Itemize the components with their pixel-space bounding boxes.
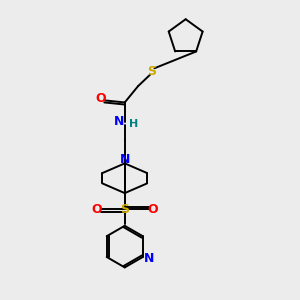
Text: N: N	[119, 153, 130, 166]
Text: H: H	[129, 119, 138, 129]
Text: S: S	[147, 65, 156, 78]
Text: O: O	[91, 203, 102, 216]
Text: S: S	[120, 203, 129, 216]
Text: O: O	[148, 203, 158, 216]
Text: N: N	[143, 252, 154, 265]
Text: N: N	[114, 115, 124, 128]
Text: O: O	[96, 92, 106, 105]
